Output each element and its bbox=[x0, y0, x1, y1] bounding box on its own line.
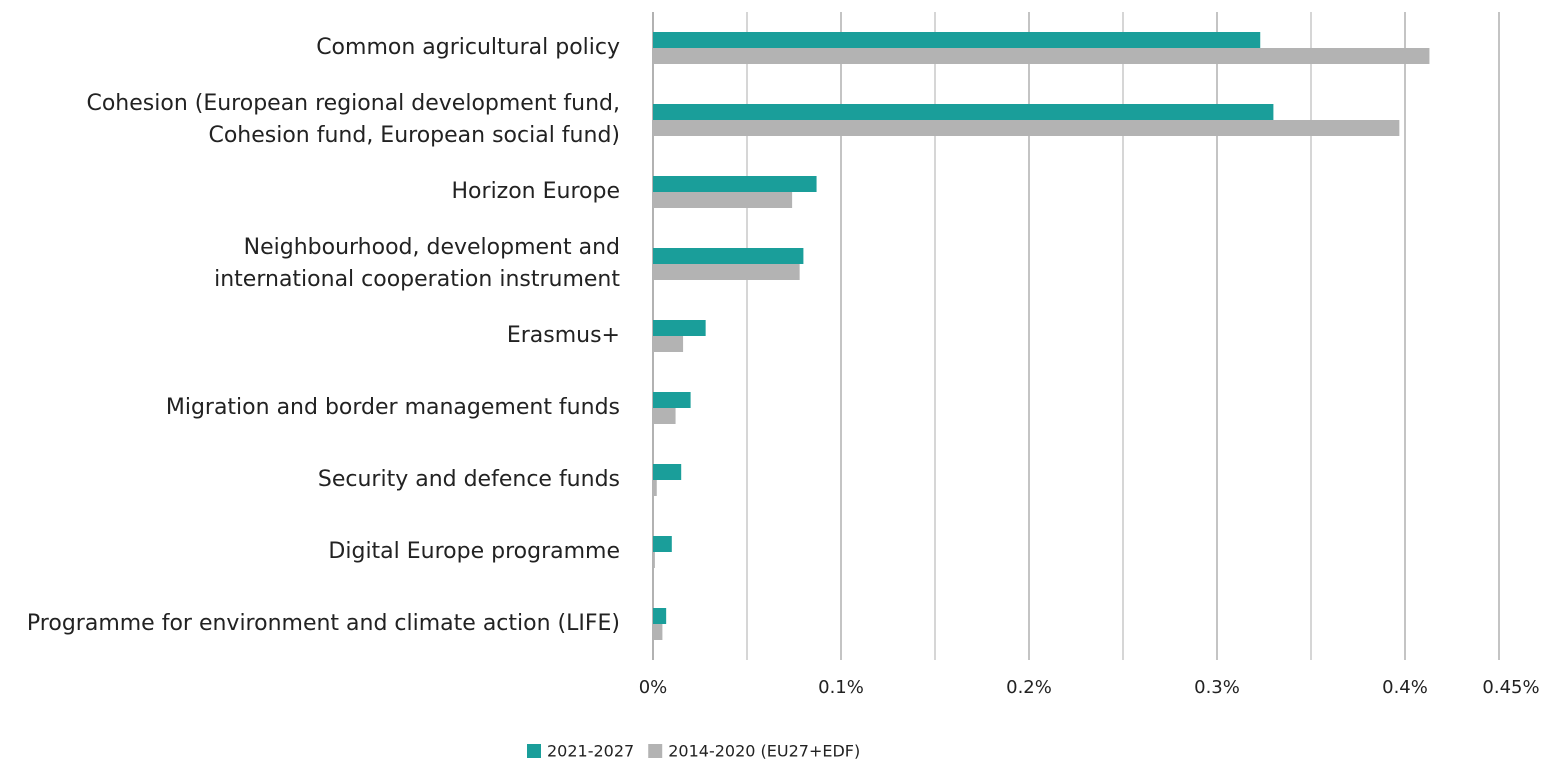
bar bbox=[653, 320, 706, 336]
bar bbox=[653, 32, 1261, 48]
bar bbox=[653, 176, 817, 192]
y-tick-label: Programme for environment and climate ac… bbox=[26, 611, 620, 636]
y-tick-label: Cohesion (European regional development … bbox=[86, 91, 620, 148]
y-tick-label: Horizon Europe bbox=[451, 179, 620, 204]
bar bbox=[653, 464, 682, 480]
legend-label: 2021-2027 bbox=[547, 742, 634, 761]
y-tick-label: Migration and border management funds bbox=[165, 395, 620, 420]
x-tick-label: 0% bbox=[639, 677, 668, 698]
bar bbox=[653, 408, 676, 424]
x-tick-label: 0.1% bbox=[818, 677, 864, 698]
bar bbox=[653, 48, 1430, 64]
bar bbox=[653, 104, 1274, 120]
bar bbox=[653, 336, 684, 352]
legend-label: 2014-2020 (EU27+EDF) bbox=[668, 742, 860, 761]
x-tick-label: 0.45% bbox=[1482, 677, 1539, 698]
y-tick-label: Common agricultural policy bbox=[316, 35, 620, 60]
bar bbox=[653, 248, 804, 264]
x-tick-label: 0.2% bbox=[1006, 677, 1052, 698]
bar bbox=[653, 192, 793, 208]
bar bbox=[653, 480, 657, 496]
bar bbox=[653, 552, 655, 568]
bar bbox=[653, 624, 663, 640]
y-tick-label: Digital Europe programme bbox=[328, 539, 620, 564]
x-tick-label: 0.3% bbox=[1194, 677, 1240, 698]
bar bbox=[653, 392, 691, 408]
bar bbox=[653, 608, 667, 624]
y-tick-label: Neighbourhood, development and internati… bbox=[214, 235, 620, 292]
x-tick-label: 0.4% bbox=[1382, 677, 1428, 698]
bar bbox=[653, 536, 672, 552]
bar bbox=[653, 264, 800, 280]
y-tick-label: Security and defence funds bbox=[317, 467, 620, 492]
y-tick-label: Erasmus+ bbox=[506, 323, 620, 348]
legend-swatch bbox=[648, 744, 663, 758]
legend-swatch bbox=[527, 744, 541, 758]
bar bbox=[653, 120, 1400, 136]
